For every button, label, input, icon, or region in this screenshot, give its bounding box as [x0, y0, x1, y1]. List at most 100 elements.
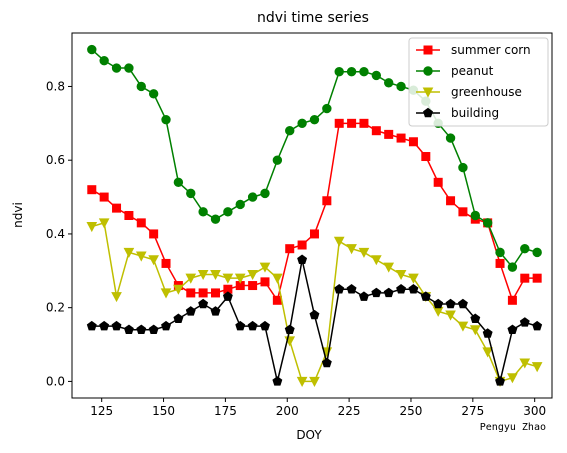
- legend-item-building: building: [416, 106, 499, 120]
- data-point-summer-corn: [112, 203, 122, 213]
- data-point-summer-corn: [384, 129, 394, 139]
- data-point-greenhouse: [370, 255, 382, 266]
- data-point-summer-corn: [433, 177, 443, 187]
- legend: summer corn peanut greenhouse building: [408, 37, 549, 127]
- series-building: [86, 254, 543, 386]
- y-axis-label: ndvi: [11, 202, 25, 228]
- data-point-greenhouse: [346, 244, 357, 255]
- data-point-greenhouse: [457, 321, 469, 332]
- data-point-building: [495, 376, 506, 386]
- data-point-summer-corn: [161, 258, 171, 268]
- x-axis-ticks: 125 150 175 200 225 250 275 300: [90, 398, 546, 418]
- data-point-building: [408, 284, 419, 294]
- series-peanut: [87, 44, 542, 272]
- data-point-summer-corn: [446, 196, 456, 206]
- data-point-greenhouse: [358, 247, 370, 258]
- data-point-summer-corn: [371, 126, 381, 136]
- data-point-greenhouse: [173, 284, 184, 295]
- data-point-building: [235, 320, 246, 331]
- data-point-greenhouse: [296, 376, 308, 387]
- series-summer-corn: [87, 118, 542, 305]
- data-point-peanut: [210, 214, 221, 224]
- data-point-greenhouse: [408, 273, 419, 284]
- data-point-building: [123, 324, 134, 335]
- data-point-summer-corn: [309, 229, 319, 239]
- data-point-greenhouse: [160, 288, 172, 299]
- data-point-peanut: [260, 188, 270, 199]
- data-point-building: [321, 357, 332, 368]
- data-point-building: [99, 320, 110, 331]
- data-point-building: [433, 298, 444, 309]
- data-point-peanut: [371, 70, 382, 81]
- data-point-greenhouse: [210, 269, 221, 281]
- data-point-summer-corn: [532, 273, 542, 283]
- y-tick-label: 0.6: [46, 153, 65, 167]
- data-point-summer-corn: [149, 229, 159, 239]
- data-point-peanut: [223, 207, 233, 217]
- x-tick-label: 175: [214, 404, 237, 418]
- legend-label: peanut: [451, 64, 494, 78]
- data-point-greenhouse: [507, 373, 518, 384]
- legend-item-greenhouse: greenhouse: [416, 85, 522, 99]
- data-point-peanut: [445, 133, 456, 143]
- data-point-summer-corn: [408, 137, 418, 147]
- y-axis-ticks: 0.0 0.2 0.4 0.6 0.8: [46, 79, 72, 388]
- data-point-summer-corn: [507, 295, 517, 305]
- data-point-summer-corn: [87, 185, 97, 195]
- x-axis-label: DOY: [296, 428, 322, 442]
- legend-marker: [423, 66, 433, 76]
- legend-label: building: [451, 106, 499, 120]
- data-point-peanut: [186, 188, 196, 199]
- data-point-building: [309, 309, 320, 320]
- data-point-building: [284, 324, 295, 335]
- data-point-peanut: [458, 162, 468, 173]
- x-tick-label: 275: [461, 404, 484, 418]
- data-point-building: [185, 306, 196, 316]
- data-point-peanut: [384, 78, 394, 88]
- data-point-summer-corn: [520, 273, 530, 283]
- data-point-building: [86, 320, 97, 331]
- x-tick-label: 200: [276, 404, 299, 418]
- data-point-summer-corn: [198, 288, 208, 298]
- y-tick-label: 0.2: [46, 301, 65, 315]
- data-point-greenhouse: [222, 273, 234, 284]
- data-point-peanut: [124, 63, 134, 73]
- data-point-summer-corn: [458, 207, 468, 217]
- data-point-building: [346, 284, 357, 294]
- data-point-greenhouse: [333, 236, 345, 247]
- data-point-greenhouse: [469, 325, 481, 336]
- data-point-greenhouse: [531, 362, 543, 373]
- x-tick-label: 225: [338, 404, 361, 418]
- y-tick-label: 0.0: [46, 374, 65, 388]
- data-point-peanut: [532, 247, 542, 258]
- data-point-summer-corn: [272, 295, 282, 305]
- data-point-summer-corn: [186, 288, 196, 298]
- data-point-peanut: [247, 192, 258, 202]
- data-point-peanut: [482, 218, 493, 228]
- data-point-building: [358, 291, 369, 301]
- data-point-greenhouse: [383, 262, 395, 273]
- data-point-building: [260, 320, 270, 331]
- data-point-peanut: [507, 262, 518, 272]
- data-point-peanut: [136, 81, 146, 92]
- data-point-peanut: [272, 155, 283, 165]
- data-point-peanut: [235, 199, 245, 210]
- data-point-greenhouse: [247, 269, 258, 281]
- data-point-building: [173, 313, 184, 323]
- data-point-peanut: [161, 114, 171, 125]
- data-point-building: [445, 298, 456, 309]
- data-point-peanut: [470, 210, 480, 221]
- plot-area: [71, 32, 553, 399]
- data-point-greenhouse: [234, 273, 246, 284]
- data-point-greenhouse: [482, 347, 494, 358]
- y-tick-label: 0.4: [46, 227, 65, 241]
- data-point-peanut: [111, 63, 122, 73]
- data-point-greenhouse: [123, 247, 135, 258]
- data-point-building: [532, 320, 543, 331]
- x-tick-label: 125: [90, 404, 113, 418]
- data-point-greenhouse: [98, 218, 110, 229]
- data-point-building: [210, 306, 221, 316]
- legend-marker: [422, 87, 434, 98]
- data-point-summer-corn: [421, 152, 431, 162]
